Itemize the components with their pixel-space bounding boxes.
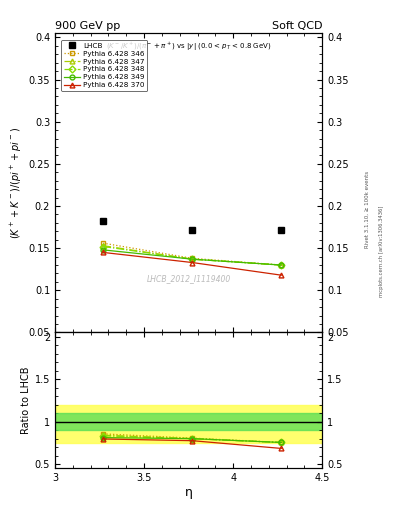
- Bar: [55, 413, 322, 430]
- Y-axis label: Ratio to LHCB: Ratio to LHCB: [20, 367, 31, 434]
- Line: Pythia 6.428 348: Pythia 6.428 348: [101, 244, 284, 267]
- Text: Soft QCD: Soft QCD: [272, 20, 322, 31]
- Pythia 6.428 346: [190, 255, 195, 262]
- Text: 900 GeV pp: 900 GeV pp: [55, 20, 120, 31]
- Text: $(K^-/K^+)/(\pi^-+\pi^+)$ vs $|y|$ (0.0 < $p_T$ < 0.8 GeV): $(K^-/K^+)/(\pi^-+\pi^+)$ vs $|y|$ (0.0 …: [106, 41, 272, 53]
- Pythia 6.428 347: [101, 243, 105, 249]
- Pythia 6.428 346: [101, 240, 105, 246]
- LHCB: [190, 227, 195, 233]
- Pythia 6.428 348: [101, 243, 105, 249]
- Pythia 6.428 348: [279, 262, 284, 268]
- Y-axis label: $(K^+ + K^-)/(pi^+ + pi^-)$: $(K^+ + K^-)/(pi^+ + pi^-)$: [9, 127, 24, 239]
- Pythia 6.428 347: [190, 256, 195, 262]
- Pythia 6.428 348: [190, 256, 195, 262]
- Line: Pythia 6.428 370: Pythia 6.428 370: [101, 250, 284, 278]
- LHCB: [279, 227, 284, 233]
- Line: Pythia 6.428 349: Pythia 6.428 349: [101, 247, 284, 267]
- Line: Pythia 6.428 346: Pythia 6.428 346: [101, 241, 284, 267]
- Bar: [55, 404, 322, 443]
- Pythia 6.428 370: [101, 249, 105, 255]
- Legend: LHCB, Pythia 6.428 346, Pythia 6.428 347, Pythia 6.428 348, Pythia 6.428 349, Py: LHCB, Pythia 6.428 346, Pythia 6.428 347…: [61, 40, 147, 91]
- LHCB: [101, 218, 105, 224]
- Pythia 6.428 349: [190, 256, 195, 262]
- Pythia 6.428 346: [279, 262, 284, 268]
- Text: Rivet 3.1.10, ≥ 100k events: Rivet 3.1.10, ≥ 100k events: [365, 172, 370, 248]
- Line: LHCB: LHCB: [100, 218, 285, 234]
- Line: Pythia 6.428 347: Pythia 6.428 347: [101, 243, 284, 267]
- Text: mcplots.cern.ch [arXiv:1306.3436]: mcplots.cern.ch [arXiv:1306.3436]: [379, 205, 384, 296]
- Pythia 6.428 347: [279, 262, 284, 268]
- Pythia 6.428 349: [101, 247, 105, 253]
- Pythia 6.428 370: [279, 272, 284, 278]
- Text: LHCB_2012_I1119400: LHCB_2012_I1119400: [147, 274, 231, 283]
- X-axis label: η: η: [185, 486, 193, 499]
- Pythia 6.428 370: [190, 260, 195, 266]
- Pythia 6.428 349: [279, 262, 284, 268]
